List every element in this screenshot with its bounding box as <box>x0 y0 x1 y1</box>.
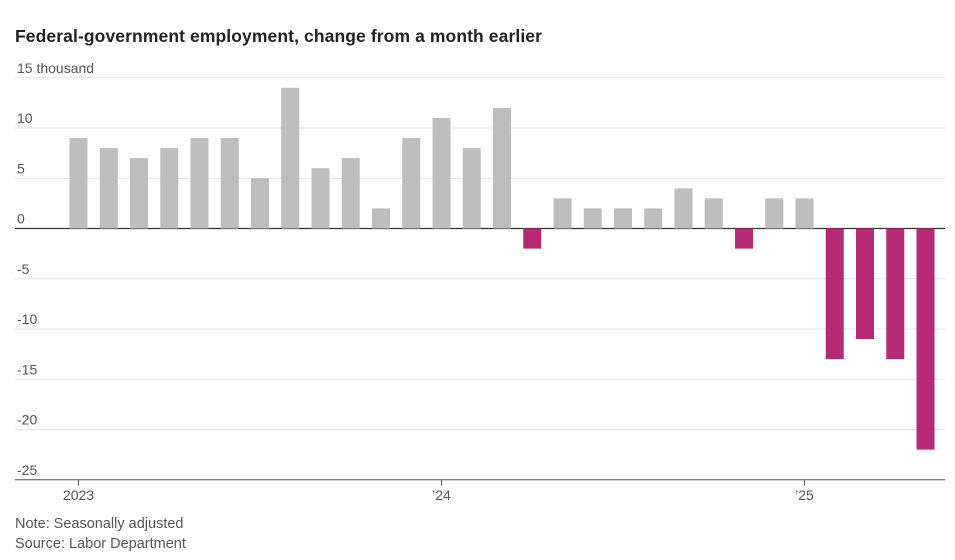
bar-positive <box>583 208 602 229</box>
bar-positive <box>160 148 179 229</box>
x-tick-label: 2023 <box>63 487 94 500</box>
bar-positive <box>432 117 451 229</box>
chart-note: Note: Seasonally adjusted <box>15 516 184 532</box>
bar-positive <box>311 168 330 229</box>
chart-title: Federal-government employment, change fr… <box>15 26 543 46</box>
bar-positive <box>553 198 572 229</box>
y-tick-label: 10 <box>17 110 33 126</box>
bar-positive <box>493 107 511 229</box>
y-tick-label: -10 <box>17 311 37 327</box>
bar-negative <box>735 228 753 249</box>
y-axis-labels: 15 thousand 10 5 0 -5 -10 -15 -20 -25 <box>17 60 94 478</box>
bar-positive <box>281 87 300 229</box>
y-tick-label: -5 <box>17 261 30 277</box>
bar-negative <box>825 228 844 360</box>
bar-positive <box>614 208 632 229</box>
bar-negative <box>856 228 874 340</box>
x-tick-label: ’24 <box>432 487 451 500</box>
chart-source: Source: Labor Department <box>15 536 186 552</box>
bar-positive <box>765 198 784 229</box>
x-axis: 2023 ’24 ’25 <box>15 479 945 500</box>
bar-positive <box>795 198 814 229</box>
y-tick-label: 5 <box>17 160 25 176</box>
bar-positive <box>674 188 693 229</box>
bar-negative <box>886 228 905 360</box>
bar-positive <box>251 178 269 229</box>
bars <box>69 87 935 450</box>
bar-negative <box>523 228 542 249</box>
gridlines <box>15 77 945 481</box>
bar-positive <box>462 148 481 229</box>
bar-positive <box>190 138 209 229</box>
bar-positive <box>372 208 390 229</box>
bar-positive <box>402 138 421 229</box>
y-tick-label: 15 thousand <box>17 60 94 76</box>
y-tick-label: 0 <box>17 211 25 227</box>
bar-positive <box>704 198 723 229</box>
x-tick-label: ’25 <box>795 487 814 500</box>
bar-negative <box>916 228 935 450</box>
bar-positive <box>99 148 118 229</box>
y-tick-label: -25 <box>17 462 37 478</box>
bar-positive <box>130 158 148 229</box>
bar-positive <box>69 138 88 229</box>
y-tick-label: -15 <box>17 361 37 377</box>
bar-chart: 15 thousand 10 5 0 -5 -10 -15 -20 -25 2023 ’24 ’25 <box>15 60 945 500</box>
bar-positive <box>341 158 360 229</box>
bar-positive <box>220 138 239 229</box>
y-tick-label: -20 <box>17 412 37 428</box>
bar-positive <box>644 208 663 229</box>
